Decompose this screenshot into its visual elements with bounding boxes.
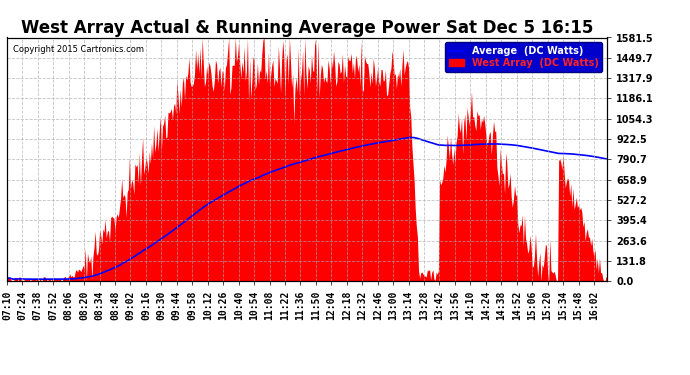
Text: Copyright 2015 Cartronics.com: Copyright 2015 Cartronics.com [13,45,144,54]
Legend: Average  (DC Watts), West Array  (DC Watts): Average (DC Watts), West Array (DC Watts… [445,42,602,72]
Title: West Array Actual & Running Average Power Sat Dec 5 16:15: West Array Actual & Running Average Powe… [21,20,593,38]
